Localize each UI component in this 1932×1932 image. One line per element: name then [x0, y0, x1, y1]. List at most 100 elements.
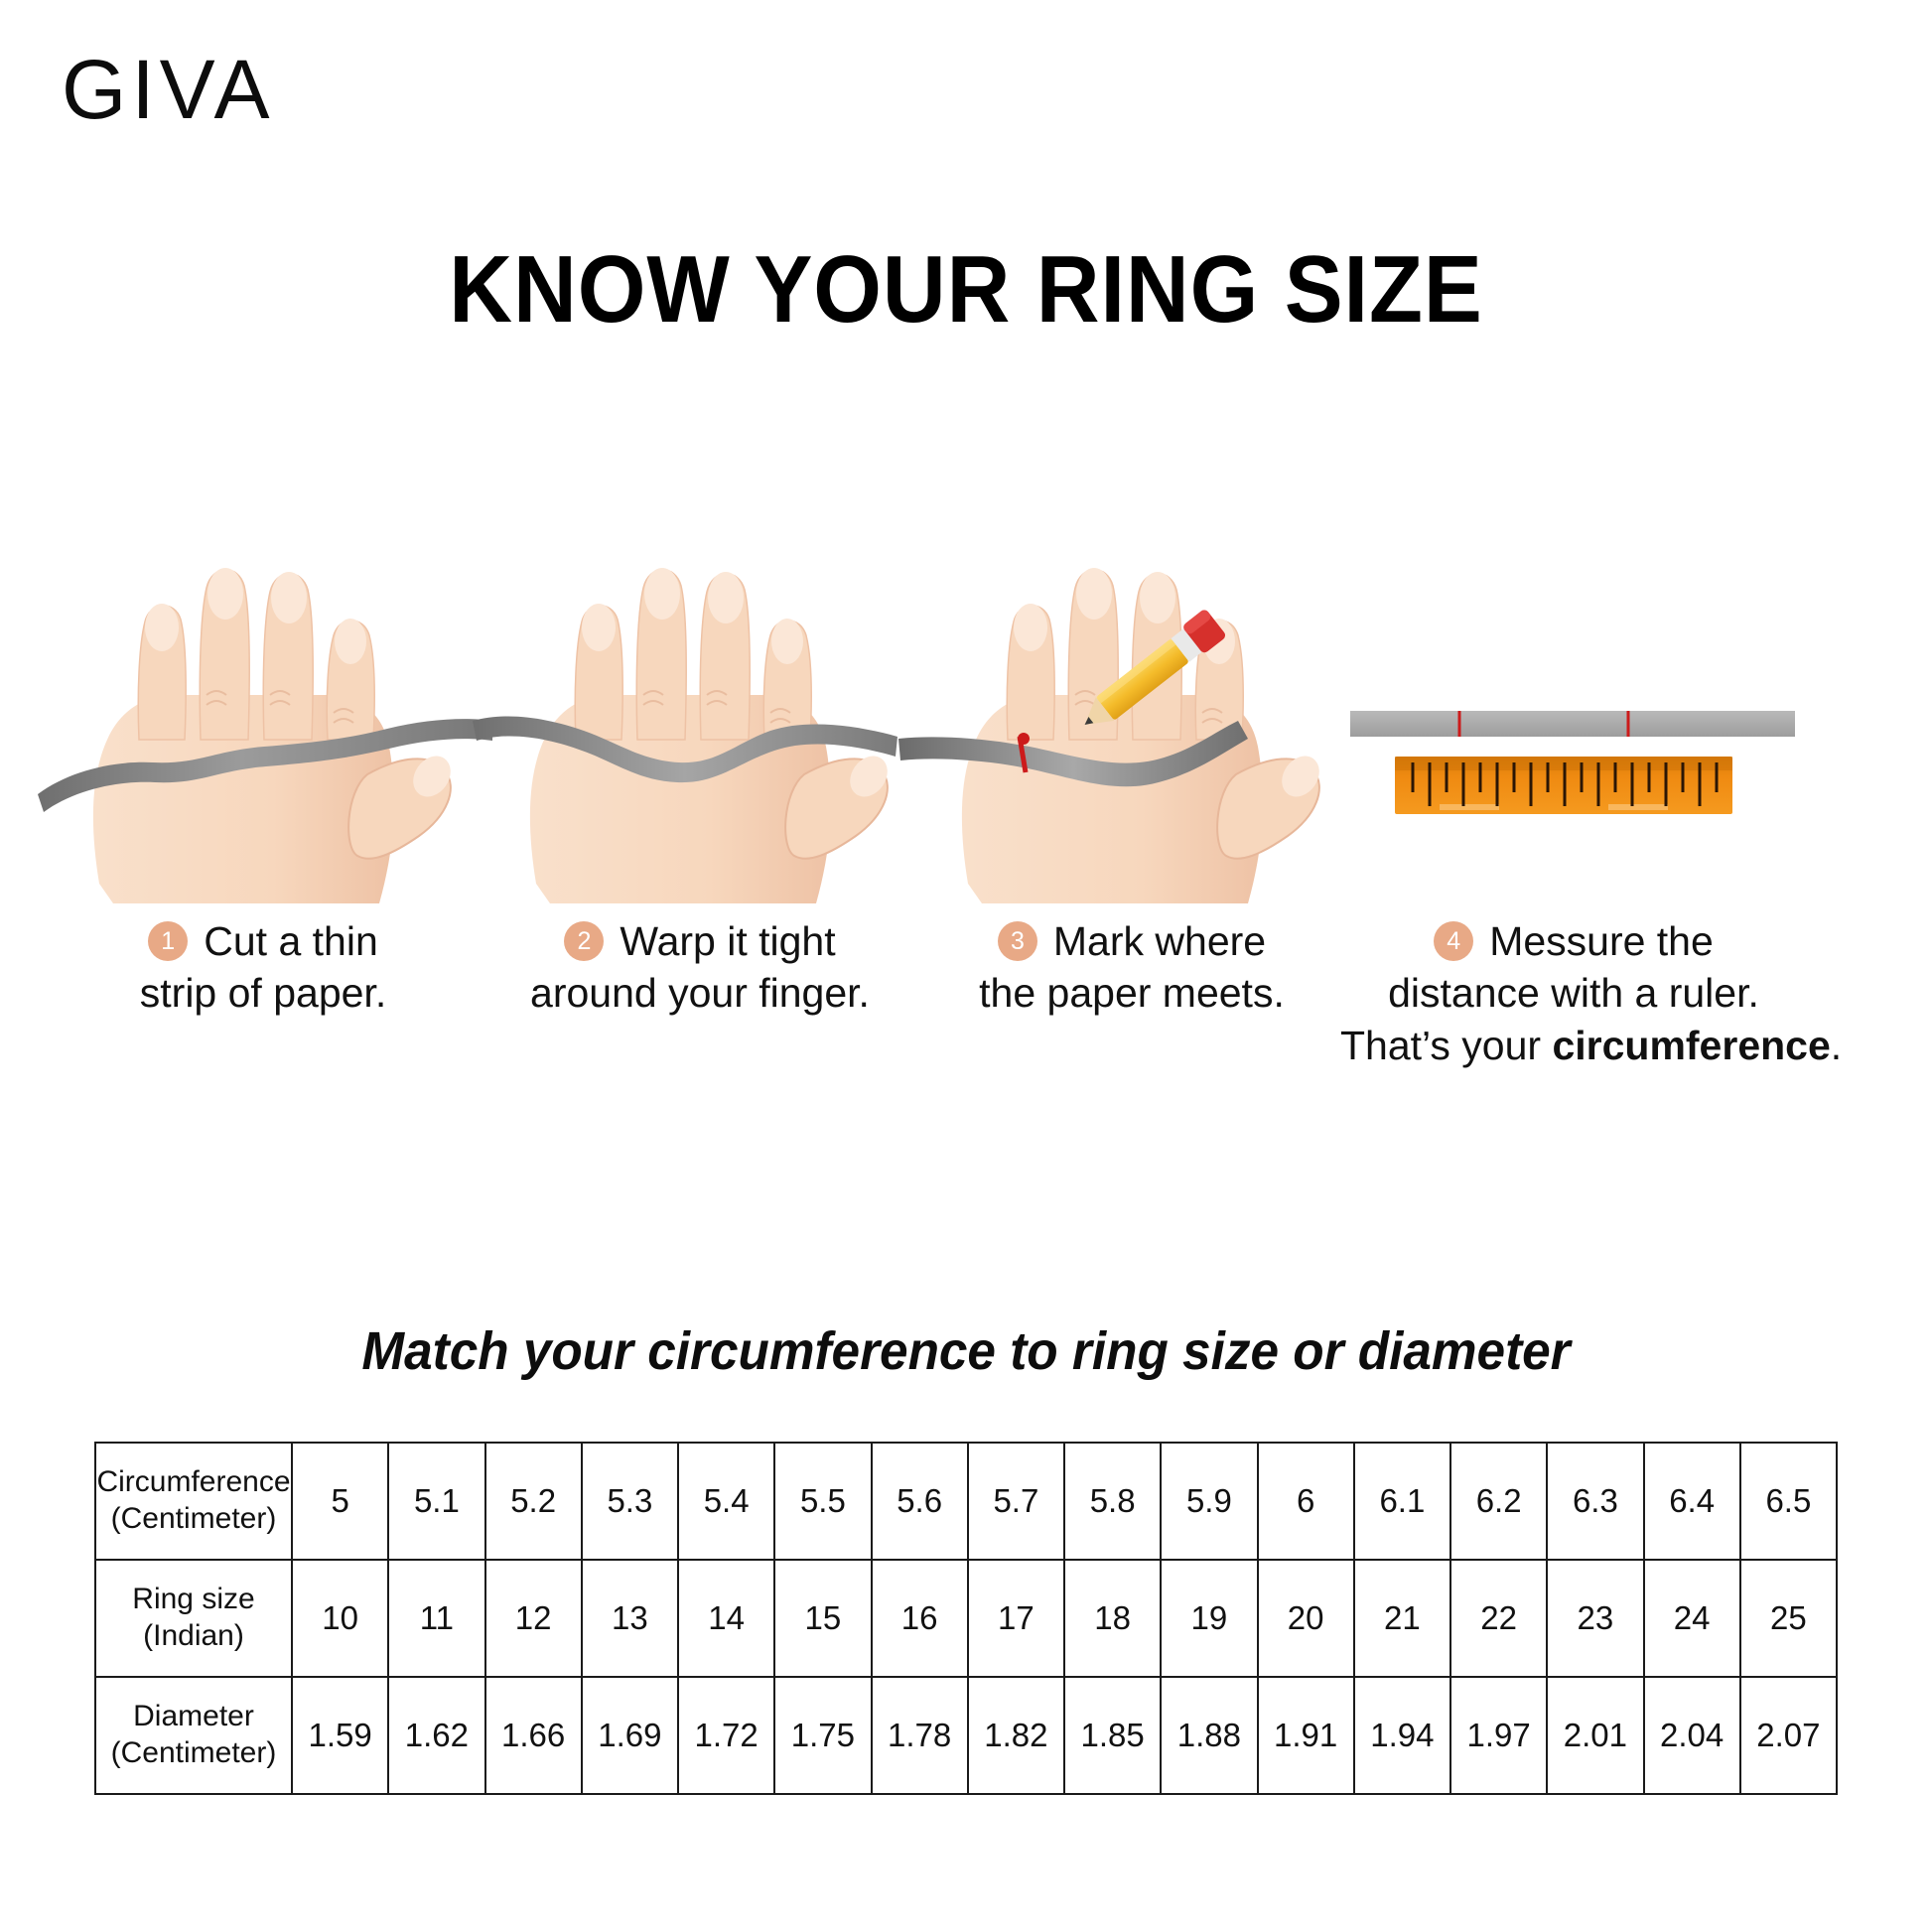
step-1-badge: 1 [148, 921, 189, 961]
cell-ringsize-6: 16 [870, 1559, 969, 1678]
step-4-line-3-emphasis: circumference [1552, 1022, 1831, 1068]
cell-circumference-3: 5.3 [580, 1442, 680, 1561]
table-row-circumference: Circumference (Centimeter) 5 5.1 5.2 5.3 5.4… [94, 1442, 1839, 1561]
cell-circumference-12: 6.2 [1449, 1442, 1549, 1561]
cell-diameter-4: 1.72 [676, 1676, 776, 1795]
step-3: 3 Mark where the paper meets. [898, 526, 1365, 1162]
hand-with-pencil-marking-icon [898, 526, 1365, 903]
hand-illustration-2 [473, 568, 897, 903]
cell-ringsize-11: 21 [1352, 1559, 1452, 1678]
cell-diameter-1: 1.62 [387, 1676, 486, 1795]
cell-circumference-0: 5 [290, 1442, 390, 1561]
step-4-line-2: distance with a ruler. [1388, 970, 1759, 1017]
row-label-ringsize-line1: Ring size [132, 1583, 255, 1616]
row-label-circumference-line1: Circumference [96, 1465, 291, 1499]
cell-ringsize-7: 17 [966, 1559, 1066, 1678]
cell-circumference-10: 6 [1256, 1442, 1355, 1561]
cell-ringsize-4: 14 [676, 1559, 776, 1678]
cell-ringsize-2: 12 [483, 1559, 583, 1678]
table-row-diameter: Diameter (Centimeter) 1.59 1.62 1.66 1.69 1.… [94, 1676, 1839, 1795]
paper-strip-flat [1350, 711, 1795, 737]
cell-ringsize-12: 22 [1449, 1559, 1549, 1678]
cell-circumference-14: 6.4 [1642, 1442, 1741, 1561]
cell-circumference-4: 5.4 [676, 1442, 776, 1561]
step-2-line-2: around your finger. [530, 970, 870, 1017]
cell-ringsize-8: 18 [1062, 1559, 1163, 1678]
step-3-line-1: Mark where [1052, 918, 1267, 964]
step-3-line-2: the paper meets. [979, 970, 1285, 1017]
row-label-diameter-line2: (Centimeter) [110, 1736, 277, 1769]
step-2-caption: 2 Warp it tight around your finger. [467, 915, 933, 1020]
cell-ringsize-15: 25 [1738, 1559, 1839, 1678]
cell-circumference-7: 5.7 [966, 1442, 1066, 1561]
paper-strip [473, 716, 897, 783]
step-1: 1 Cut a thin strip of paper. [30, 526, 496, 1162]
step-2-badge: 2 [564, 921, 605, 961]
step-4-line-1: Messure the [1489, 918, 1714, 964]
step-2-line-1: Warp it tight [620, 918, 836, 964]
step-4-line-3: That’s your circumference. [1340, 1020, 1842, 1071]
table-caption: Match your circumference to ring size or… [361, 1321, 1571, 1381]
row-label-diameter-line1: Diameter [133, 1700, 254, 1733]
cell-diameter-12: 1.97 [1449, 1676, 1549, 1795]
paper-strip [898, 721, 1248, 787]
cell-circumference-5: 5.5 [773, 1442, 873, 1561]
cell-circumference-13: 6.3 [1546, 1442, 1645, 1561]
cell-diameter-11: 1.94 [1352, 1676, 1452, 1795]
row-label-ringsize: Ring size (Indian) [94, 1559, 293, 1678]
cell-diameter-0: 1.59 [290, 1676, 390, 1795]
table-row-ringsize: Ring size (Indian) 10 11 12 13 14 15 16 17 18 19 2… [94, 1559, 1839, 1678]
page-title: KNOW YOUR RING SIZE [449, 236, 1483, 343]
row-label-circumference: Circumference (Centimeter) [94, 1442, 293, 1561]
cell-ringsize-9: 19 [1160, 1559, 1259, 1678]
row-label-diameter: Diameter (Centimeter) [94, 1676, 293, 1795]
step-1-line-1: Cut a thin [204, 918, 378, 964]
cell-ringsize-14: 24 [1642, 1559, 1741, 1678]
cell-circumference-11: 6.1 [1352, 1442, 1452, 1561]
ruler-measuring-strip-icon [1340, 526, 1807, 903]
hand-with-paper-strip-icon [30, 526, 496, 903]
hand-illustration-1 [38, 568, 492, 903]
hand-illustration-3 [898, 568, 1320, 903]
step-4-badge: 4 [1434, 921, 1474, 961]
cell-diameter-3: 1.69 [580, 1676, 680, 1795]
cell-ringsize-1: 11 [387, 1559, 486, 1678]
step-3-badge: 3 [997, 921, 1037, 961]
cell-diameter-13: 2.01 [1546, 1676, 1645, 1795]
ruler [1395, 757, 1732, 814]
ring-size-table-wrap: Circumference (Centimeter) 5 5.1 5.2 5.3 5.4… [94, 1442, 1839, 1795]
cell-diameter-14: 2.04 [1642, 1676, 1741, 1795]
pencil-icon [1084, 610, 1226, 726]
hand-wrapping-strip-icon [467, 526, 933, 903]
step-4-caption: 4 Messure the distance with a ruler. That… [1340, 915, 1842, 1071]
cell-diameter-2: 1.66 [483, 1676, 583, 1795]
ruler-illustration [1350, 711, 1795, 814]
cell-diameter-8: 1.85 [1062, 1676, 1163, 1795]
steps-section: 1 Cut a thin strip of paper. [0, 526, 1932, 1162]
step-1-line-2: strip of paper. [139, 970, 387, 1017]
paper-strip [38, 719, 492, 812]
cell-circumference-2: 5.2 [483, 1442, 583, 1561]
step-3-caption: 3 Mark where the paper meets. [898, 915, 1365, 1020]
cell-circumference-1: 5.1 [387, 1442, 486, 1561]
cell-diameter-9: 1.88 [1160, 1676, 1259, 1795]
cell-diameter-6: 1.78 [870, 1676, 969, 1795]
step-1-caption: 1 Cut a thin strip of paper. [30, 915, 496, 1020]
cell-diameter-15: 2.07 [1738, 1676, 1839, 1795]
cell-circumference-15: 6.5 [1738, 1442, 1839, 1561]
brand-logo: GIVA [62, 43, 275, 136]
ring-size-table-body: Circumference (Centimeter) 5 5.1 5.2 5.3 5.4… [94, 1442, 1839, 1795]
cell-diameter-10: 1.91 [1256, 1676, 1355, 1795]
cell-diameter-7: 1.82 [966, 1676, 1066, 1795]
step-4-line-3-suffix: . [1830, 1022, 1843, 1068]
row-label-ringsize-line2: (Indian) [143, 1619, 244, 1652]
ring-size-table: Circumference (Centimeter) 5 5.1 5.2 5.3 5.4… [94, 1442, 1839, 1795]
step-4-line-3-prefix: That’s your [1340, 1022, 1553, 1068]
step-2: 2 Warp it tight around your finger. [467, 526, 933, 1162]
cell-ringsize-10: 20 [1256, 1559, 1355, 1678]
cell-ringsize-3: 13 [580, 1559, 680, 1678]
cell-circumference-9: 5.9 [1160, 1442, 1259, 1561]
cell-circumference-6: 5.6 [870, 1442, 969, 1561]
cell-ringsize-13: 23 [1546, 1559, 1645, 1678]
step-4: 4 Messure the distance with a ruler. That… [1340, 526, 1842, 1162]
